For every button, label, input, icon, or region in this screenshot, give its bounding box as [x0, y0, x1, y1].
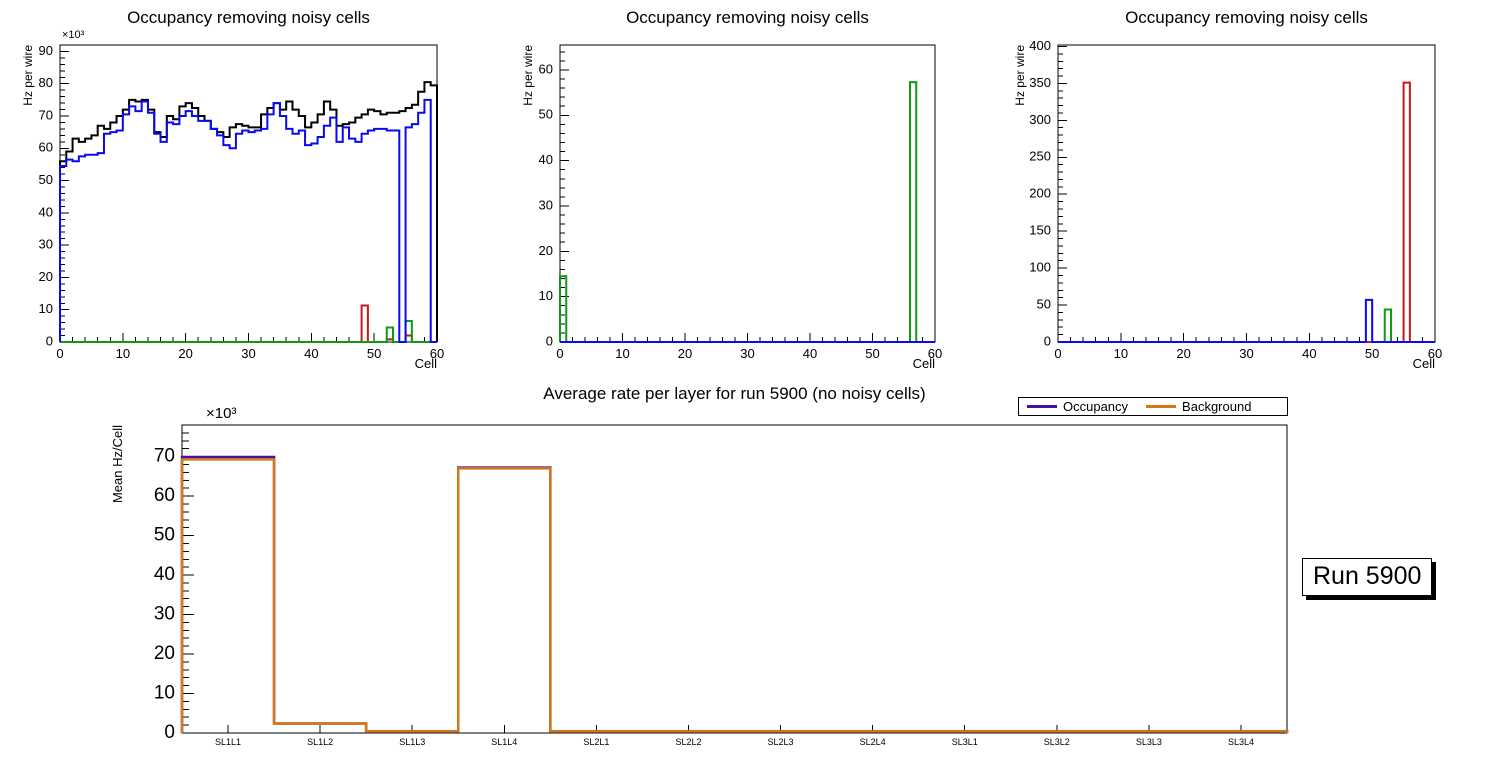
- svg-text:50: 50: [1365, 346, 1379, 361]
- chart4-title: Average rate per layer for run 5900 (no …: [543, 384, 926, 403]
- svg-text:60: 60: [154, 485, 175, 506]
- svg-text:SL1L4: SL1L4: [491, 737, 517, 747]
- svg-text:60: 60: [39, 140, 53, 155]
- svg-text:SL2L2: SL2L2: [675, 737, 701, 747]
- svg-text:Hz per wire: Hz per wire: [1013, 45, 1027, 106]
- background-line-swatch: [1146, 405, 1177, 408]
- chart1-title: Occupancy removing noisy cells: [127, 8, 370, 27]
- svg-text:80: 80: [39, 75, 53, 90]
- chart2-title: Occupancy removing noisy cells: [626, 8, 869, 27]
- svg-text:10: 10: [1114, 346, 1128, 361]
- svg-text:×10³: ×10³: [62, 29, 85, 41]
- legend-box: Occupancy Background: [1018, 397, 1288, 416]
- svg-text:0: 0: [46, 333, 53, 348]
- svg-text:Mean Hz/Cell: Mean Hz/Cell: [110, 425, 125, 503]
- svg-text:100: 100: [1029, 260, 1051, 275]
- svg-text:20: 20: [178, 346, 192, 361]
- svg-text:SL2L1: SL2L1: [583, 737, 609, 747]
- svg-text:50: 50: [865, 346, 879, 361]
- svg-text:SL1L2: SL1L2: [307, 737, 333, 747]
- legend-entry-occupancy: Occupancy: [1027, 399, 1128, 414]
- svg-text:Hz per wire: Hz per wire: [521, 45, 535, 106]
- svg-text:60: 60: [539, 61, 553, 76]
- chart3-title: Occupancy removing noisy cells: [1125, 8, 1368, 27]
- svg-text:50: 50: [367, 346, 381, 361]
- occupancy-chart-middle: 0 10 20 30 40 50 60 0 10 20 30 40 50 60 Hz per wire Cel…: [521, 44, 942, 371]
- svg-text:SL3L2: SL3L2: [1044, 737, 1070, 747]
- svg-text:SL3L4: SL3L4: [1228, 737, 1254, 747]
- svg-text:60: 60: [1428, 346, 1442, 361]
- svg-text:0: 0: [164, 722, 175, 743]
- svg-text:250: 250: [1029, 149, 1051, 164]
- svg-text:30: 30: [241, 346, 255, 361]
- svg-text:30: 30: [740, 346, 754, 361]
- svg-text:20: 20: [1176, 346, 1190, 361]
- svg-text:30: 30: [154, 604, 175, 625]
- average-rate-chart: 0 10 20 30 40 50 60 70 SL1L1 SL1L2 SL1L3 SL1L4 SL2L1…: [110, 405, 1289, 747]
- occupancy-chart-left: 0 10 20 30 40 50 60 70 80 90 0 10 20 30 40 50 60 Hz per w…: [21, 29, 444, 371]
- svg-text:150: 150: [1029, 223, 1051, 238]
- svg-text:Cell: Cell: [1413, 356, 1436, 371]
- svg-text:10: 10: [539, 288, 553, 303]
- svg-text:40: 40: [39, 204, 53, 219]
- svg-text:Hz per wire: Hz per wire: [21, 45, 35, 106]
- svg-text:20: 20: [154, 643, 175, 664]
- svg-text:30: 30: [1239, 346, 1253, 361]
- svg-text:50: 50: [154, 525, 175, 546]
- svg-text:20: 20: [539, 243, 553, 258]
- svg-text:SL2L4: SL2L4: [860, 737, 886, 747]
- svg-text:SL3L3: SL3L3: [1136, 737, 1162, 747]
- svg-text:40: 40: [154, 564, 175, 585]
- svg-text:SL1L3: SL1L3: [399, 737, 425, 747]
- svg-text:40: 40: [304, 346, 318, 361]
- legend-label-occupancy: Occupancy: [1063, 399, 1129, 414]
- svg-text:40: 40: [803, 346, 817, 361]
- svg-text:Cell: Cell: [415, 356, 438, 371]
- svg-text:×10³: ×10³: [206, 405, 236, 422]
- svg-text:SL3L1: SL3L1: [952, 737, 978, 747]
- svg-text:60: 60: [928, 346, 942, 361]
- svg-text:10: 10: [116, 346, 130, 361]
- legend-entry-background: Background: [1146, 399, 1251, 414]
- svg-text:70: 70: [154, 446, 175, 467]
- svg-text:200: 200: [1029, 186, 1051, 201]
- svg-text:0: 0: [556, 346, 563, 361]
- svg-text:30: 30: [39, 237, 53, 252]
- svg-text:40: 40: [539, 152, 553, 167]
- svg-text:400: 400: [1029, 38, 1051, 53]
- occupancy-chart-right: 0 50 100 150 200 250 300 350 400 0 10 20 30 40 50 60 Hz …: [1013, 38, 1442, 371]
- svg-text:20: 20: [678, 346, 692, 361]
- svg-text:0: 0: [546, 333, 553, 348]
- svg-text:40: 40: [1302, 346, 1316, 361]
- svg-text:0: 0: [1054, 346, 1061, 361]
- run-number-label: Run 5900: [1302, 558, 1433, 596]
- svg-text:0: 0: [1044, 333, 1051, 348]
- occupancy-line-swatch: [1027, 405, 1057, 408]
- svg-text:Cell: Cell: [913, 356, 936, 371]
- svg-text:10: 10: [615, 346, 629, 361]
- legend-label-background: Background: [1182, 399, 1252, 414]
- svg-text:30: 30: [539, 197, 553, 212]
- svg-text:50: 50: [1037, 296, 1051, 311]
- svg-text:50: 50: [39, 172, 53, 187]
- svg-text:20: 20: [39, 269, 53, 284]
- svg-text:60: 60: [430, 346, 444, 361]
- svg-text:50: 50: [539, 107, 553, 122]
- svg-text:SL1L1: SL1L1: [215, 737, 241, 747]
- svg-text:SL2L3: SL2L3: [768, 737, 794, 747]
- svg-text:90: 90: [39, 43, 53, 58]
- svg-text:10: 10: [154, 683, 175, 704]
- svg-text:0: 0: [56, 346, 63, 361]
- svg-text:10: 10: [39, 301, 53, 316]
- svg-text:350: 350: [1029, 75, 1051, 90]
- svg-text:70: 70: [39, 107, 53, 122]
- svg-text:300: 300: [1029, 112, 1051, 127]
